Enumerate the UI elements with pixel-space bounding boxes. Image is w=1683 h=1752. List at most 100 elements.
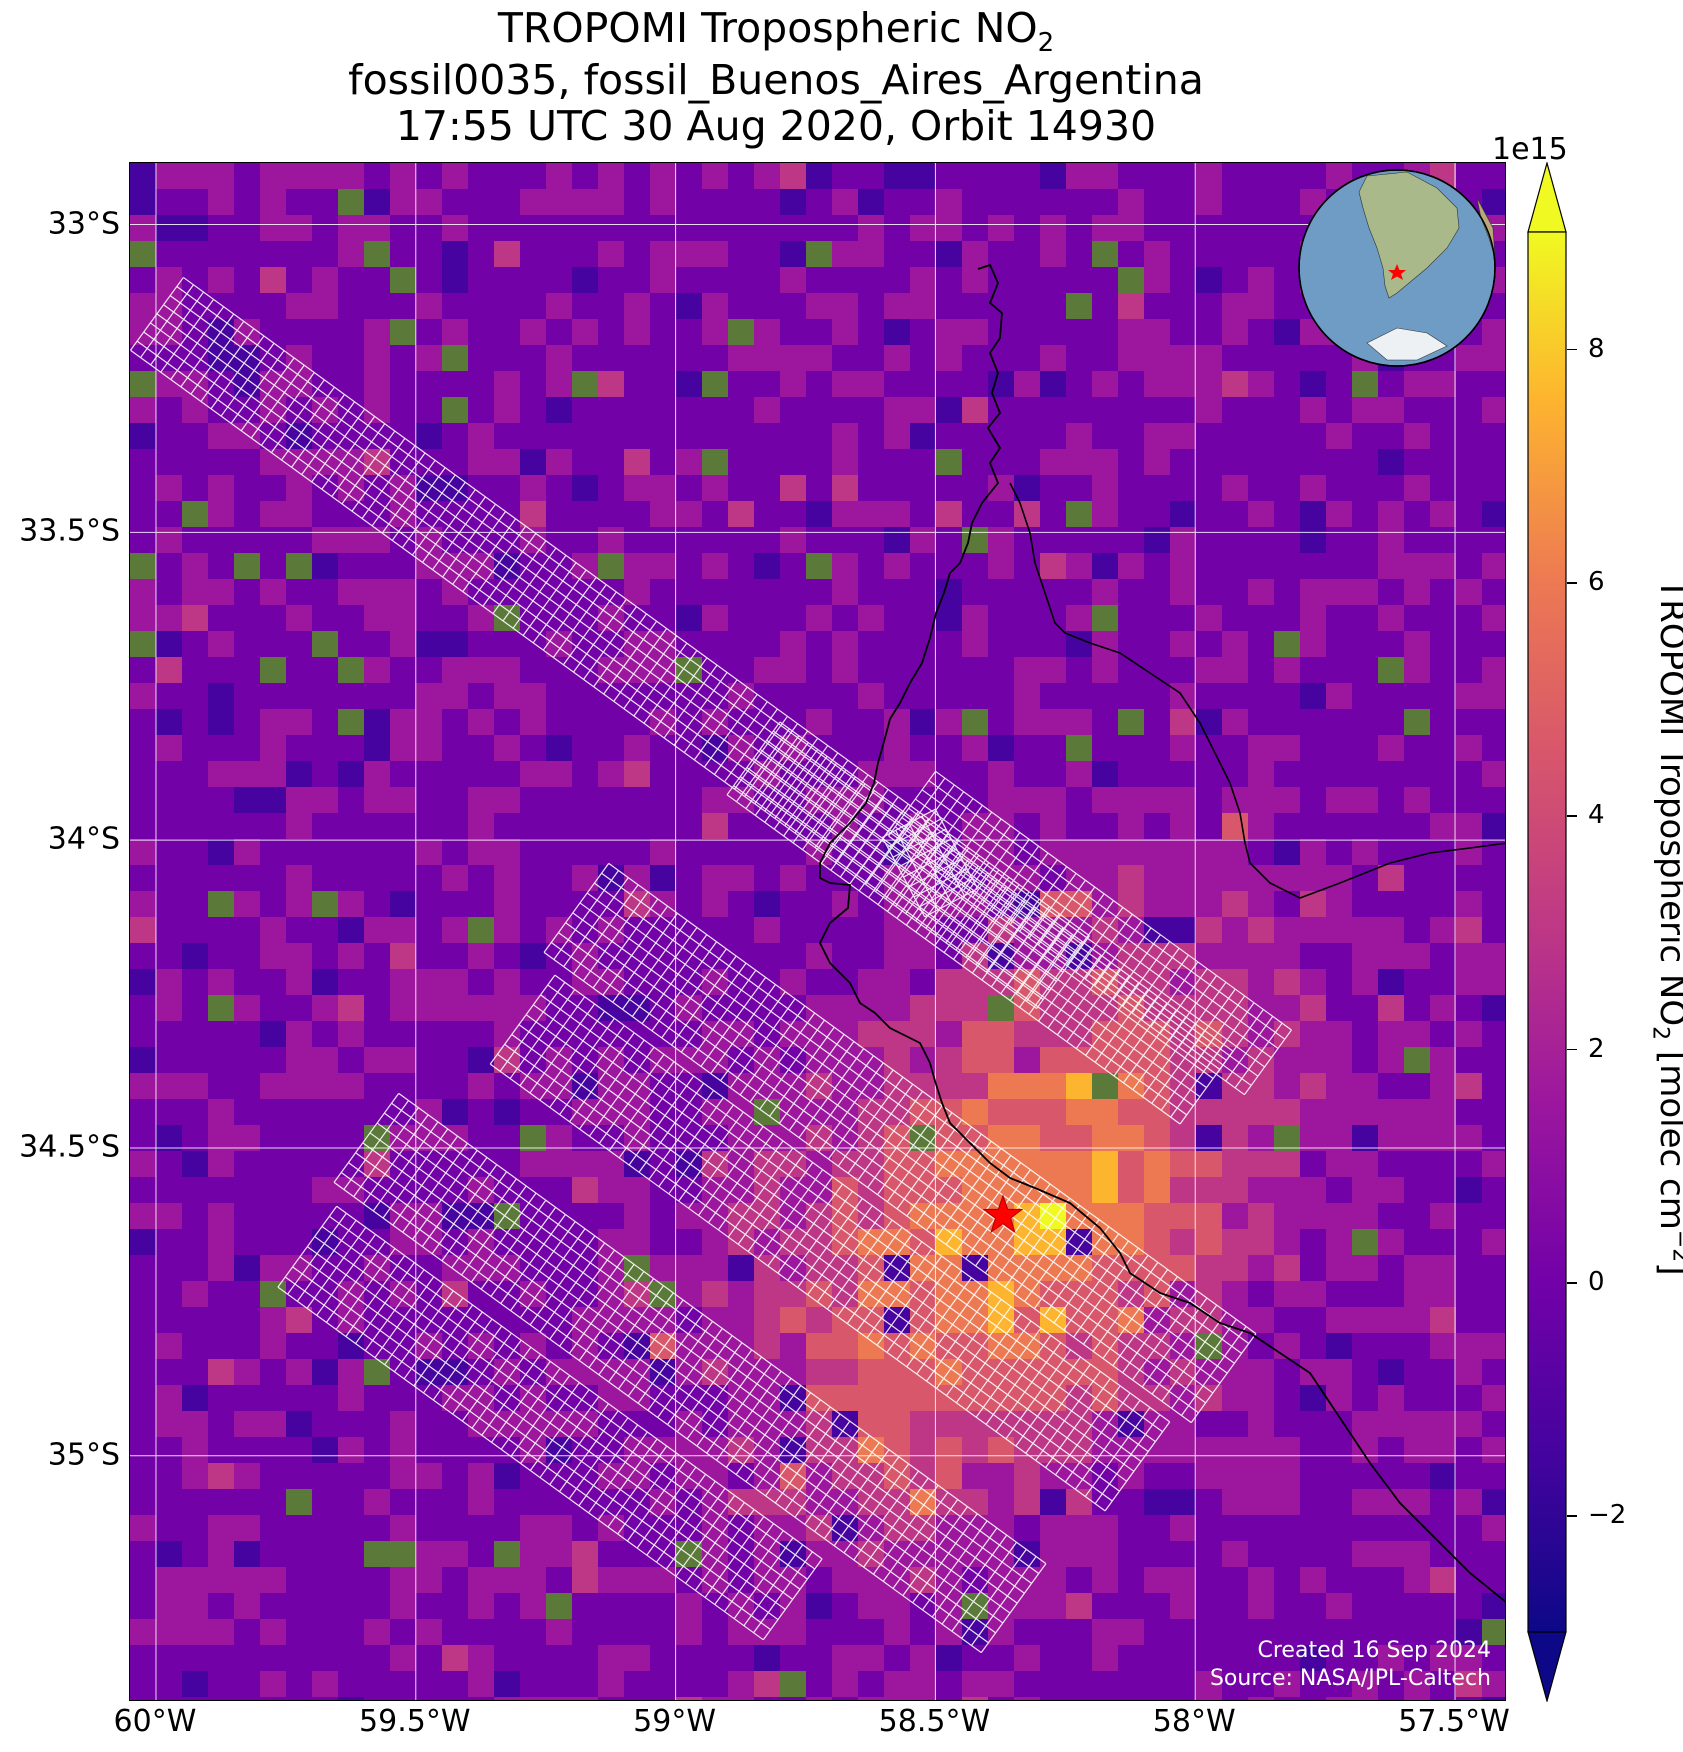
no2-pixel [260,683,286,709]
no2-pixel [286,449,312,475]
no2-pixel [858,397,884,423]
no2-pixel [416,1047,442,1073]
no2-pixel [1482,1385,1506,1411]
longitude-label: 58°W [1153,1704,1236,1739]
no2-pixel [182,1645,208,1671]
no2-pixel [1274,371,1300,397]
no2-pixel [624,371,650,397]
no2-pixel [1430,1359,1456,1385]
no2-pixel [1248,189,1274,215]
no2-pixel [754,501,780,527]
no2-pixel [1170,1697,1196,1701]
colorbar-body [1528,232,1566,1632]
longitude-label: 59°W [633,1704,716,1739]
no2-pixel [390,267,416,293]
no2-pixel [1430,735,1456,761]
no2-pixel [1170,1593,1196,1619]
no2-pixel [156,1229,182,1255]
no2-pixel [832,1697,858,1701]
no2-pixel [1482,1463,1506,1489]
no2-pixel [156,1281,182,1307]
no2-pixel [728,1099,754,1125]
no2-pixel [962,163,988,189]
no2-pixel [1144,475,1170,501]
colorbar-tick-label: 0 [1588,1267,1605,1297]
no2-pixel [702,813,728,839]
no2-pixel [832,1359,858,1385]
no2-pixel [1222,631,1248,657]
no2-pixel [624,1385,650,1411]
no2-pixel [1352,839,1378,865]
no2-pixel [546,761,572,787]
no2-pixel [468,267,494,293]
no2-pixel [208,1177,234,1203]
no2-pixel [598,267,624,293]
no2-pixel [832,1385,858,1411]
no2-pixel [1014,657,1040,683]
no2-pixel [1274,1567,1300,1593]
no2-pixel [1040,189,1066,215]
no2-pixel [364,1255,390,1281]
no2-pixel [442,1645,468,1671]
no2-pixel [1326,683,1352,709]
no2-pixel [416,917,442,943]
no2-pixel [156,761,182,787]
no2-pixel [598,1203,624,1229]
no2-pixel [1378,1281,1404,1307]
colorbar-label: TROPOMI Tropospheric NO2 [molec cm−2] [1647,578,1683,1275]
no2-pixel [260,1333,286,1359]
no2-pixel [884,553,910,579]
no2-pixel [858,1411,884,1437]
no2-pixel [572,215,598,241]
no2-pixel [1300,579,1326,605]
no2-pixel [1222,1125,1248,1151]
no2-pixel [312,865,338,891]
no2-pixel [676,813,702,839]
no2-pixel [1378,1177,1404,1203]
no2-pixel [572,527,598,553]
no2-pixel [728,319,754,345]
no2-pixel [936,1437,962,1463]
no2-pixel [1326,657,1352,683]
no2-pixel [234,917,260,943]
no2-pixel [1352,1463,1378,1489]
no2-pixel [624,215,650,241]
no2-pixel [1274,1593,1300,1619]
no2-pixel [1040,397,1066,423]
no2-pixel [1456,1411,1482,1437]
no2-pixel [156,995,182,1021]
no2-pixel [442,371,468,397]
no2-pixel [1404,1333,1430,1359]
no2-pixel [390,969,416,995]
no2-pixel [702,163,728,189]
no2-pixel [702,371,728,397]
no2-pixel [364,865,390,891]
no2-pixel [182,1255,208,1281]
no2-pixel [494,189,520,215]
no2-pixel [676,1229,702,1255]
map-panel[interactable]: Created 16 Sep 2024 Source: NASA/JPL-Cal… [129,162,1506,1701]
no2-pixel [1300,917,1326,943]
no2-pixel [286,1359,312,1385]
no2-pixel [1092,605,1118,631]
no2-pixel [1040,1593,1066,1619]
no2-pixel [1274,839,1300,865]
no2-pixel [364,683,390,709]
no2-pixel [1196,605,1222,631]
no2-pixel [1066,1515,1092,1541]
no2-pixel [390,1671,416,1697]
no2-pixel [598,475,624,501]
no2-pixel [130,1385,156,1411]
no2-pixel [208,501,234,527]
no2-pixel [286,189,312,215]
no2-pixel [1274,943,1300,969]
no2-pixel [260,1437,286,1463]
no2-pixel [1014,267,1040,293]
no2-pixel [1404,371,1430,397]
no2-pixel [520,267,546,293]
no2-pixel [676,839,702,865]
no2-pixel [572,839,598,865]
no2-pixel [702,1229,728,1255]
no2-pixel [1118,1541,1144,1567]
no2-pixel [1378,605,1404,631]
